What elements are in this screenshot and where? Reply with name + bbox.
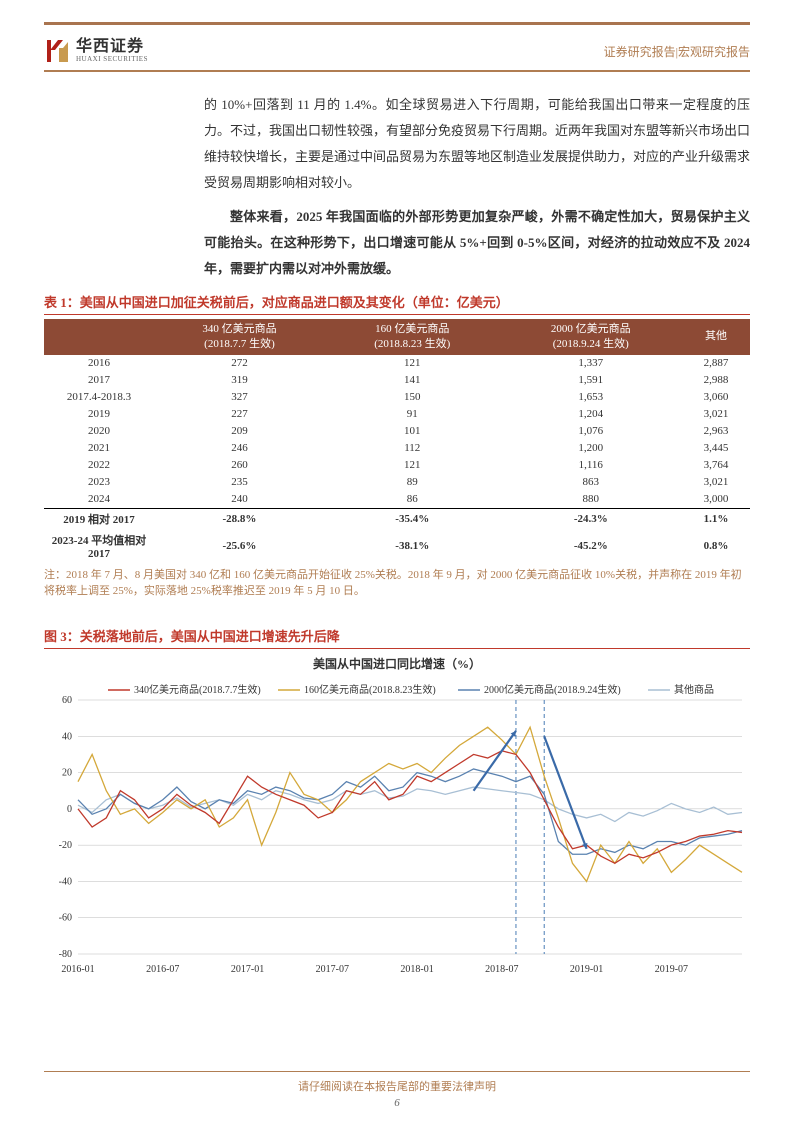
svg-text:0: 0 xyxy=(67,804,72,815)
svg-text:340亿美元商品(2018.7.7生效): 340亿美元商品(2018.7.7生效) xyxy=(134,683,261,696)
svg-text:160亿美元商品(2018.8.23生效): 160亿美元商品(2018.8.23生效) xyxy=(304,683,436,696)
table-row: 20202091011,0762,963 xyxy=(44,423,750,440)
chart-3: 美国从中国进口同比增速（%） -80 -60 -40 -20 0 20 40 60 2016-0… xyxy=(44,655,750,980)
svg-text:-20: -20 xyxy=(59,840,72,851)
page-header: 华西证券 HUAXI SECURITIES 证券研究报告|宏观研究报告 xyxy=(44,28,750,72)
svg-text:2000亿美元商品(2018.9.24生效): 2000亿美元商品(2018.9.24生效) xyxy=(484,683,621,696)
svg-text:20: 20 xyxy=(62,767,72,778)
table-header-cell: 340 亿美元商品(2018.7.7 生效) xyxy=(154,319,325,355)
chart-svg: -80 -60 -40 -20 0 20 40 60 2016-01 2016-07 2017-01… xyxy=(44,676,750,976)
table-header-cell: 其他 xyxy=(682,319,750,355)
page-footer: 请仔细阅读在本报告尾部的重要法律声明 6 xyxy=(0,1071,794,1109)
svg-text:2018-01: 2018-01 xyxy=(400,964,433,975)
svg-text:2017-07: 2017-07 xyxy=(316,964,349,975)
logo-icon xyxy=(44,38,70,64)
table-header-cell xyxy=(44,319,154,355)
page-number: 6 xyxy=(0,1097,794,1109)
svg-text:2016-01: 2016-01 xyxy=(61,964,94,975)
table-summary-row: 2023-24 平均值相对 2017-25.6%-38.1%-45.2%0.8% xyxy=(44,530,750,563)
table-1-title: 表 1：美国从中国进口加征关税前后，对应商品进口额及其变化（单位：亿美元） xyxy=(44,292,750,315)
table-header-cell: 2000 亿美元商品(2018.9.24 生效) xyxy=(500,319,682,355)
paragraph-1: 的 10%+回落到 11 月的 1.4%。如全球贸易进入下行周期，可能给我国出口… xyxy=(204,92,750,196)
table-row: 2017.4-2018.33271501,6533,060 xyxy=(44,389,750,406)
footer-disclaimer: 请仔细阅读在本报告尾部的重要法律声明 xyxy=(44,1071,750,1094)
table-1: 340 亿美元商品(2018.7.7 生效)160 亿美元商品(2018.8.2… xyxy=(44,319,750,563)
table-row: 2023235898633,021 xyxy=(44,474,750,491)
chart-inner-title: 美国从中国进口同比增速（%） xyxy=(44,655,750,672)
table-1-note: 注：2018 年 7 月、8 月美国对 340 亿和 160 亿美元商品开始征收… xyxy=(44,567,750,600)
svg-text:60: 60 xyxy=(62,695,72,706)
table-row: 20162721211,3372,887 xyxy=(44,355,750,372)
svg-text:40: 40 xyxy=(62,731,72,742)
table-row: 20173191411,5912,988 xyxy=(44,372,750,389)
table-row: 20222601211,1163,764 xyxy=(44,457,750,474)
table-row: 20212461121,2003,445 xyxy=(44,440,750,457)
brand-name-cn: 华西证券 xyxy=(76,39,148,55)
table-summary-row: 2019 相对 2017-28.8%-35.4%-24.3%1.1% xyxy=(44,508,750,530)
brand-name-en: HUAXI SECURITIES xyxy=(76,55,148,63)
table-row: 2024240868803,000 xyxy=(44,491,750,509)
svg-text:2019-07: 2019-07 xyxy=(655,964,688,975)
brand-logo: 华西证券 HUAXI SECURITIES xyxy=(44,38,148,64)
svg-text:-40: -40 xyxy=(59,876,72,887)
svg-text:-80: -80 xyxy=(59,949,72,960)
chart-3-title: 图 3：关税落地前后，美国从中国进口增速先升后降 xyxy=(44,626,750,649)
table-header-cell: 160 亿美元商品(2018.8.23 生效) xyxy=(325,319,500,355)
svg-text:-60: -60 xyxy=(59,912,72,923)
top-accent-bar xyxy=(44,22,750,25)
header-category: 证券研究报告|宏观研究报告 xyxy=(604,43,750,60)
paragraph-2: 整体来看，2025 年我国面临的外部形势更加复杂严峻，外需不确定性加大，贸易保护… xyxy=(204,204,750,282)
svg-text:2018-07: 2018-07 xyxy=(485,964,518,975)
svg-text:2017-01: 2017-01 xyxy=(231,964,264,975)
svg-text:2016-07: 2016-07 xyxy=(146,964,179,975)
table-row: 2019227911,2043,021 xyxy=(44,406,750,423)
svg-text:2019-01: 2019-01 xyxy=(570,964,603,975)
svg-text:其他商品: 其他商品 xyxy=(674,683,714,696)
